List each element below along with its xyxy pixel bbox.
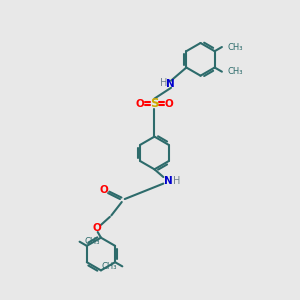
Text: CH₃: CH₃	[227, 43, 243, 52]
Text: CH₃: CH₃	[101, 262, 117, 271]
Text: O: O	[100, 185, 108, 195]
Text: O: O	[93, 223, 101, 233]
Text: CH₃: CH₃	[85, 237, 100, 246]
Text: H: H	[160, 78, 168, 88]
Text: S: S	[150, 98, 159, 110]
Text: N: N	[164, 176, 173, 186]
Text: O: O	[135, 99, 144, 109]
Text: H: H	[173, 176, 180, 186]
Text: O: O	[165, 99, 174, 109]
Text: CH₃: CH₃	[227, 67, 243, 76]
Text: N: N	[166, 79, 175, 89]
